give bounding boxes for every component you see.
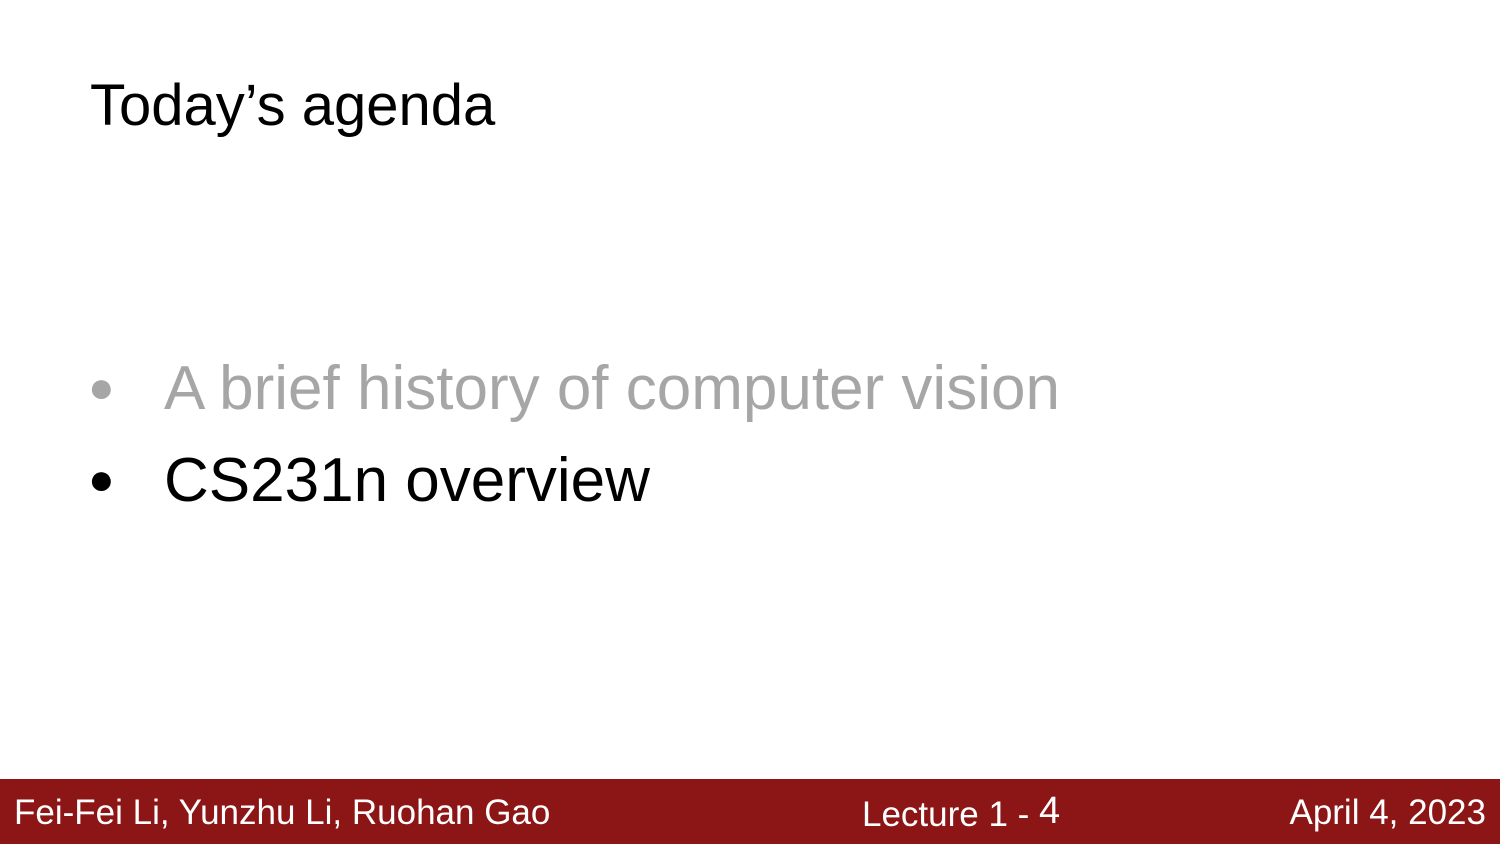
footer-date: April 4, 2023 <box>1289 793 1486 832</box>
footer-lecture: Lecture 1 - 4 <box>862 790 1061 836</box>
agenda-item-overview: ● CS231n overview <box>88 434 1060 526</box>
slide-number: 4 <box>1039 790 1061 832</box>
bullet-icon: ● <box>88 363 115 412</box>
lecture-label: Lecture 1 - <box>862 795 1040 834</box>
slide-footer: Fei-Fei Li, Yunzhu Li, Ruohan Gao Lectur… <box>0 779 1500 844</box>
slide-title: Today’s agenda <box>90 73 496 138</box>
agenda-item-label: A brief history of computer vision <box>164 353 1060 423</box>
agenda-item-label: CS231n overview <box>164 445 650 515</box>
footer-authors: Fei-Fei Li, Yunzhu Li, Ruohan Gao <box>14 793 551 832</box>
agenda-list: ● A brief history of computer vision ● C… <box>88 342 1060 526</box>
agenda-item-history: ● A brief history of computer vision <box>88 342 1060 434</box>
bullet-icon: ● <box>88 455 115 504</box>
